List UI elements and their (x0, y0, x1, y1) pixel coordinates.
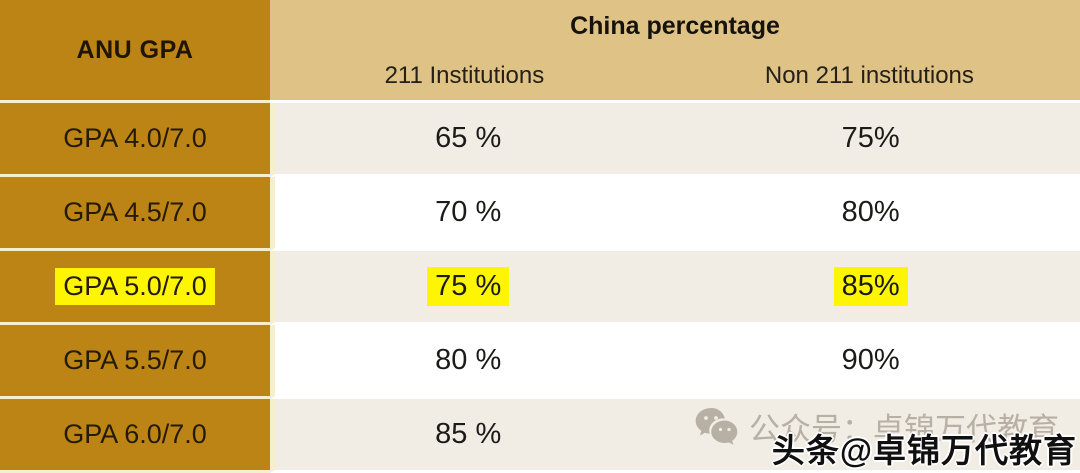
column-header-211: 211 Institutions (384, 62, 545, 89)
value-211: 85 % (435, 418, 502, 450)
toutiao-watermark: 头条@卓锦万代教育 (771, 432, 1077, 469)
column-headers: 211 Institutions Non 211 institutions (270, 52, 1080, 100)
table-row: GPA 5.5/7.0 80 % 90% (0, 325, 1080, 399)
value-211: 75 % (427, 267, 510, 306)
gpa-cell: GPA 4.0/7.0 (0, 103, 270, 177)
value-211: 65 % (435, 122, 502, 154)
anu-gpa-label: ANU GPA (76, 35, 194, 64)
gpa-cell: GPA 5.0/7.0 (0, 251, 270, 325)
value-non211-cell: 80% (661, 177, 1080, 248)
value-211: 80 % (435, 344, 502, 376)
value-non211: 80% (841, 196, 900, 228)
table-row: GPA 4.5/7.0 70 % 80% (0, 177, 1080, 251)
value-non211-cell: 90% (661, 325, 1080, 396)
gpa-cell: GPA 5.5/7.0 (0, 325, 270, 399)
value-211-cell: 70 % (275, 177, 661, 248)
wechat-watermark: 公众号：卓锦万代教育 (694, 404, 1059, 449)
gpa-label: GPA 6.0/7.0 (63, 419, 207, 449)
value-non211-cell: 85% (661, 251, 1080, 322)
value-non211: 90% (841, 344, 900, 376)
wechat-watermark-text: 公众号：卓锦万代教育 (749, 412, 1059, 447)
table-header: ANU GPA China percentage 211 Institution… (0, 0, 1080, 103)
gpa-cell: GPA 6.0/7.0 (0, 399, 270, 473)
value-non211-cell: 75% (661, 103, 1080, 174)
wechat-icon (695, 407, 738, 445)
value-211-cell: 80 % (275, 325, 661, 396)
value-211-cell: 65 % (275, 103, 661, 174)
value-211-cell: 85 % (275, 399, 661, 470)
table-row-highlighted: GPA 5.0/7.0 75 % 85% (0, 251, 1080, 325)
value-non211: 85% (833, 267, 908, 306)
gpa-label: GPA 4.0/7.0 (63, 123, 207, 153)
value-non211: 75% (841, 122, 900, 154)
gpa-cell: GPA 4.5/7.0 (0, 177, 270, 251)
header-group-china-percentage: China percentage 211 Institutions Non 21… (270, 0, 1080, 103)
gpa-label: GPA 5.5/7.0 (63, 345, 207, 375)
header-cell-anu-gpa: ANU GPA (0, 0, 270, 103)
china-percentage-title: China percentage (570, 11, 780, 40)
column-header-non-211: Non 211 institutions (764, 62, 974, 89)
value-211: 70 % (435, 196, 502, 228)
table-row: GPA 6.0/7.0 85 % (0, 399, 1080, 473)
gpa-label: GPA 5.0/7.0 (55, 268, 215, 305)
value-211-cell: 75 % (275, 251, 661, 322)
table-row: GPA 4.0/7.0 65 % 75% (0, 103, 1080, 177)
gpa-label: GPA 4.5/7.0 (63, 197, 207, 227)
